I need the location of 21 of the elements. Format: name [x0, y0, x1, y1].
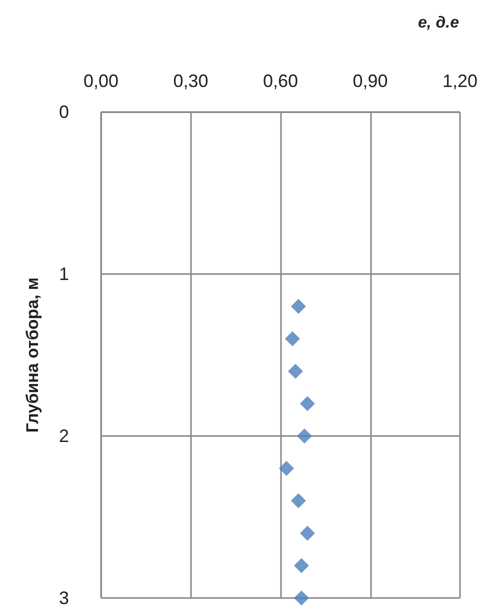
- x-tick-label: 1,20: [442, 71, 478, 91]
- point: [294, 590, 309, 606]
- x-tick-label: 0,60: [262, 71, 298, 91]
- y-tick-label: 1: [58, 264, 69, 284]
- y-tick-label: 0: [58, 102, 69, 122]
- y-tick-label: 3: [58, 588, 69, 608]
- point: [278, 460, 294, 476]
- point: [296, 428, 312, 444]
- x-tick-label: 0,00: [83, 71, 119, 91]
- point: [290, 298, 306, 314]
- point: [300, 526, 315, 541]
- point: [288, 364, 303, 379]
- y-axis-title: Глубина отбора, м: [23, 277, 42, 433]
- x-tick-label: 0,90: [352, 71, 388, 91]
- point: [294, 558, 309, 574]
- x-tick-label: 0,30: [173, 71, 208, 91]
- point: [284, 331, 300, 346]
- point: [300, 396, 315, 412]
- y-tick-label: 2: [58, 426, 69, 446]
- point: [290, 493, 306, 508]
- x-axis-title: e, д.е: [418, 14, 460, 32]
